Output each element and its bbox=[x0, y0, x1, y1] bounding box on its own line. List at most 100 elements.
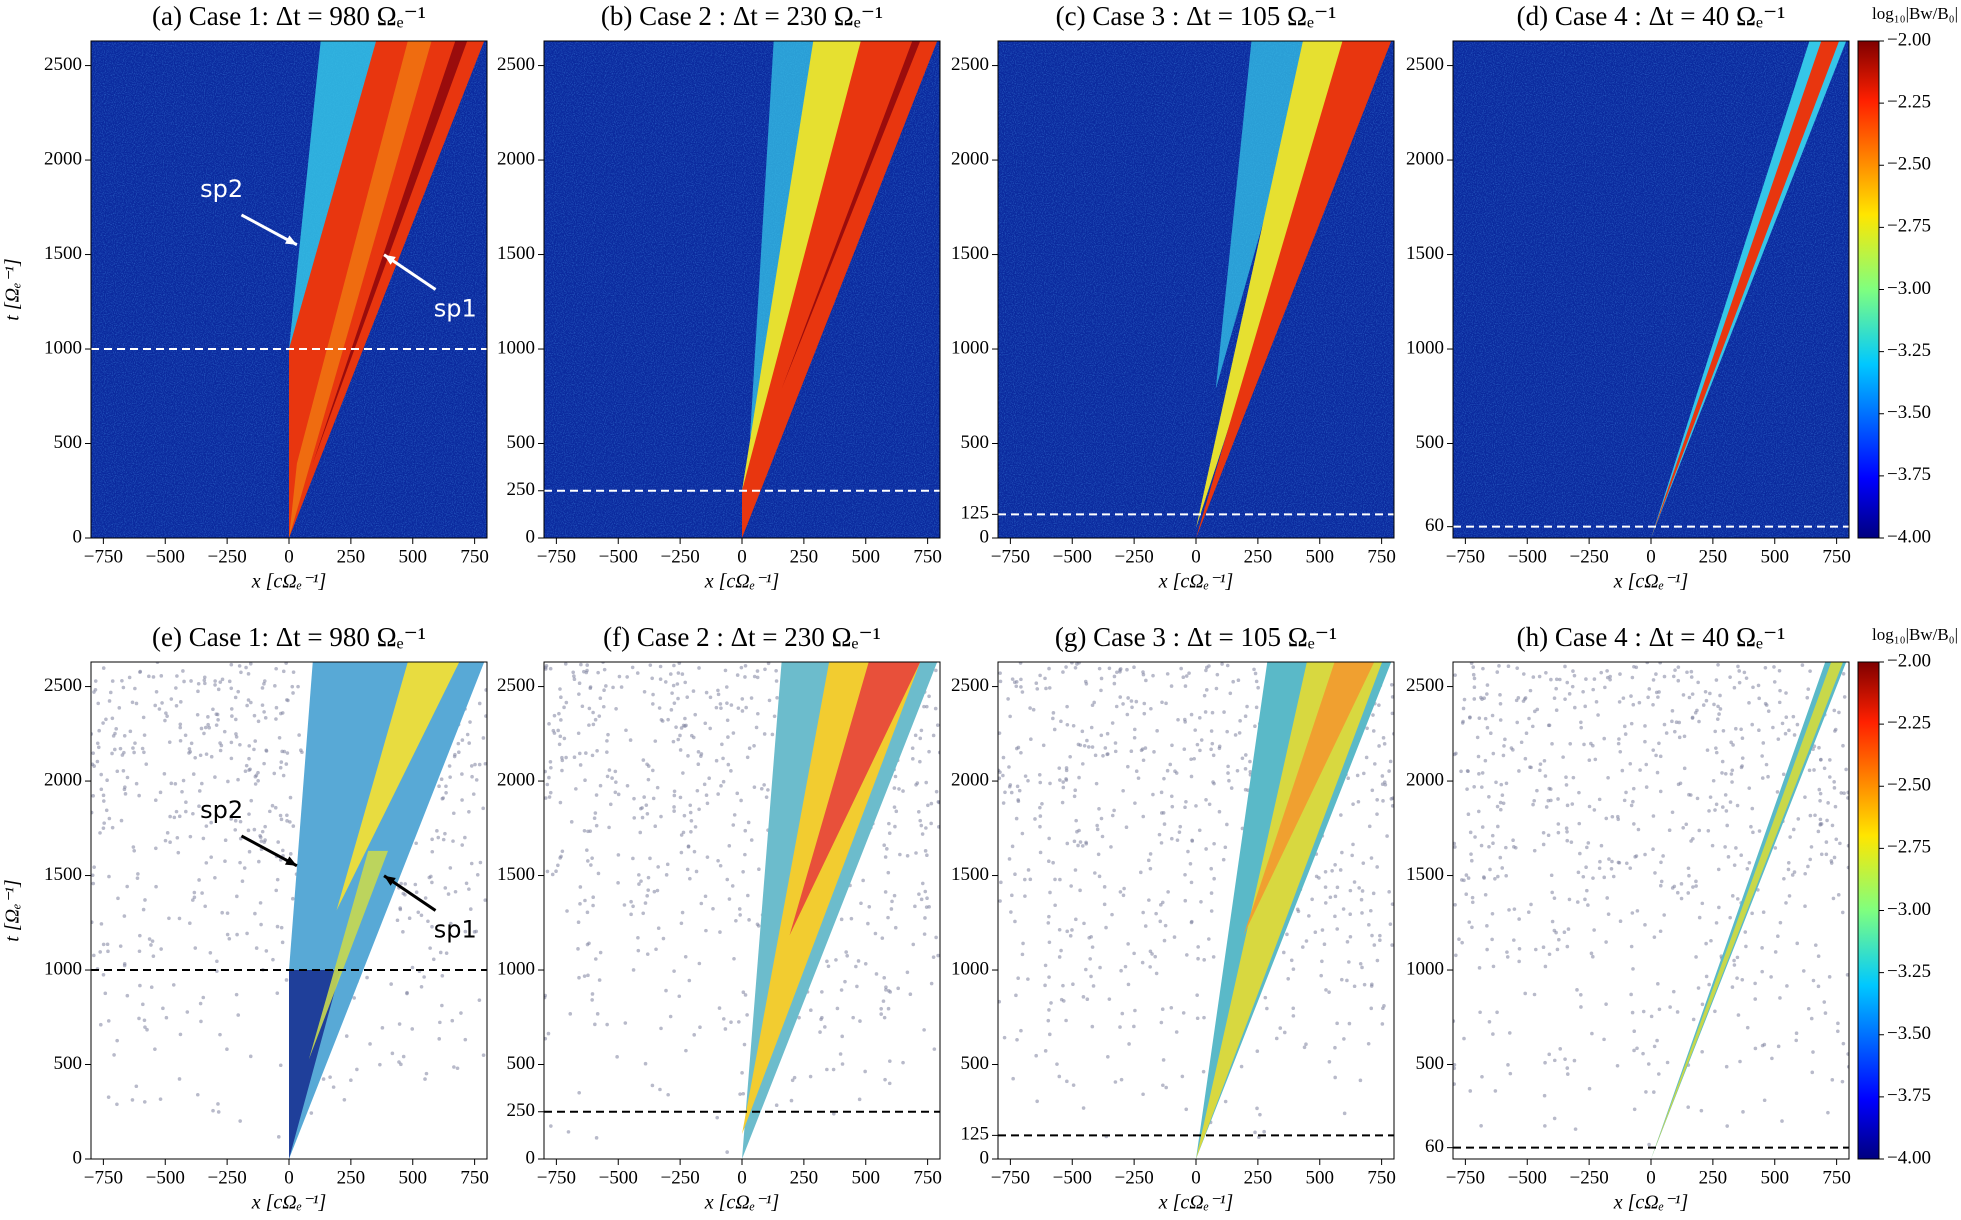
scatter-dot bbox=[704, 928, 708, 933]
scatter-dot bbox=[1500, 866, 1505, 870]
scatter-dot bbox=[1141, 758, 1146, 763]
scatter-dot bbox=[927, 694, 931, 699]
scatter-dot bbox=[1074, 917, 1078, 922]
scatter-dot bbox=[248, 1054, 253, 1059]
scatter-dot bbox=[1262, 1129, 1266, 1134]
scatter-dot bbox=[1704, 974, 1709, 979]
scatter-dot bbox=[204, 824, 209, 828]
scatter-dot bbox=[886, 870, 891, 875]
scatter-dot bbox=[844, 950, 848, 954]
scatter-dot bbox=[708, 695, 713, 700]
scatter-dot bbox=[271, 957, 275, 962]
x-tick-label: 0 bbox=[1191, 546, 1201, 567]
wave-region bbox=[742, 41, 938, 538]
scatter-dot bbox=[1611, 874, 1616, 879]
scatter-dot bbox=[118, 944, 123, 948]
scatter-dot bbox=[562, 736, 567, 741]
scatter-dot bbox=[1700, 901, 1705, 906]
scatter-dot bbox=[820, 1015, 824, 1020]
scatter-dot bbox=[568, 1012, 573, 1016]
colorbar-tick-label: −3.00 bbox=[1887, 899, 1931, 920]
y-tick-label: 2000 bbox=[951, 769, 989, 790]
scatter-dot bbox=[925, 704, 929, 709]
scatter-dot bbox=[1319, 973, 1323, 978]
scatter-dot bbox=[579, 662, 583, 667]
scatter-dot bbox=[1846, 790, 1849, 795]
scatter-dot bbox=[1453, 673, 1457, 677]
scatter-dot bbox=[1662, 674, 1667, 679]
scatter-dot bbox=[197, 878, 201, 882]
scatter-dot bbox=[448, 866, 453, 870]
scatter-dot bbox=[122, 963, 127, 968]
scatter-dot bbox=[290, 684, 295, 689]
x-tick-label: −250 bbox=[1570, 1167, 1609, 1188]
scatter-dot bbox=[1795, 941, 1800, 946]
scatter-dot bbox=[825, 959, 829, 964]
scatter-dot bbox=[1533, 709, 1537, 714]
scatter-dot bbox=[225, 932, 230, 937]
scatter-dot bbox=[349, 1078, 353, 1082]
scatter-dot bbox=[1462, 1036, 1466, 1041]
scatter-dot bbox=[1035, 1099, 1039, 1104]
scatter-dot bbox=[1823, 1011, 1828, 1015]
scatter-dot bbox=[1716, 867, 1721, 872]
scatter-dot bbox=[1728, 800, 1733, 804]
scatter-dot bbox=[1806, 1006, 1811, 1011]
scatter-dot bbox=[460, 772, 464, 776]
scatter-dot bbox=[703, 894, 708, 899]
scatter-dot bbox=[905, 853, 910, 858]
scatter-dot bbox=[275, 877, 280, 882]
scatter-dot bbox=[159, 674, 164, 678]
scatter-dot bbox=[225, 911, 230, 915]
scatter-dot bbox=[587, 706, 592, 711]
scatter-dot bbox=[309, 1111, 314, 1115]
plot-area bbox=[1453, 41, 1849, 538]
scatter-dot bbox=[1747, 701, 1751, 705]
scatter-dot bbox=[1546, 723, 1551, 728]
scatter-dot bbox=[1516, 696, 1521, 700]
scatter-dot bbox=[544, 1036, 548, 1041]
scatter-dot bbox=[892, 805, 897, 809]
scatter-dot bbox=[1610, 859, 1614, 864]
scatter-dot bbox=[1183, 805, 1187, 810]
scatter-dot bbox=[562, 705, 566, 710]
scatter-dot bbox=[233, 695, 238, 700]
x-axis-label: x [cΩₑ⁻¹] bbox=[704, 571, 780, 593]
scatter-dot bbox=[1490, 833, 1495, 838]
scatter-dot bbox=[1697, 719, 1701, 724]
scatter-dot bbox=[1333, 914, 1337, 919]
scatter-dot bbox=[1629, 694, 1633, 698]
scatter-dot bbox=[737, 907, 742, 911]
scatter-dot bbox=[832, 1111, 836, 1116]
scatter-dot bbox=[1210, 710, 1215, 715]
scatter-dot bbox=[1008, 714, 1012, 719]
scatter-dot bbox=[695, 788, 700, 793]
scatter-dot bbox=[1388, 922, 1393, 926]
scatter-dot bbox=[1591, 954, 1595, 959]
scatter-dot bbox=[1801, 969, 1806, 973]
scatter-dot bbox=[1632, 1029, 1637, 1033]
scatter-dot bbox=[246, 672, 251, 676]
scatter-dot bbox=[131, 746, 135, 750]
scatter-dot bbox=[659, 1026, 663, 1031]
scatter-dot bbox=[1496, 824, 1500, 829]
scatter-dot bbox=[1047, 836, 1051, 841]
scatter-dot bbox=[288, 820, 292, 824]
scatter-dot bbox=[1100, 834, 1105, 839]
panel: (a) Case 1: Δt = 980 Ωₑ⁻¹−750 −500 −250 0 25… bbox=[2, 1, 489, 592]
scatter-dot bbox=[1844, 767, 1848, 772]
scatter-dot bbox=[1535, 707, 1540, 712]
scatter-dot bbox=[1371, 729, 1376, 733]
scatter-dot bbox=[209, 754, 214, 759]
scatter-dot bbox=[1238, 719, 1242, 723]
scatter-dot bbox=[840, 1062, 845, 1066]
scatter-dot bbox=[672, 663, 676, 668]
scatter-dot bbox=[631, 968, 636, 972]
scatter-dot bbox=[1183, 684, 1188, 688]
scatter-dot bbox=[160, 701, 164, 705]
scatter-dot bbox=[1604, 940, 1608, 944]
scatter-dot bbox=[209, 855, 213, 859]
scatter-dot bbox=[1707, 809, 1711, 813]
scatter-dot bbox=[591, 903, 595, 908]
